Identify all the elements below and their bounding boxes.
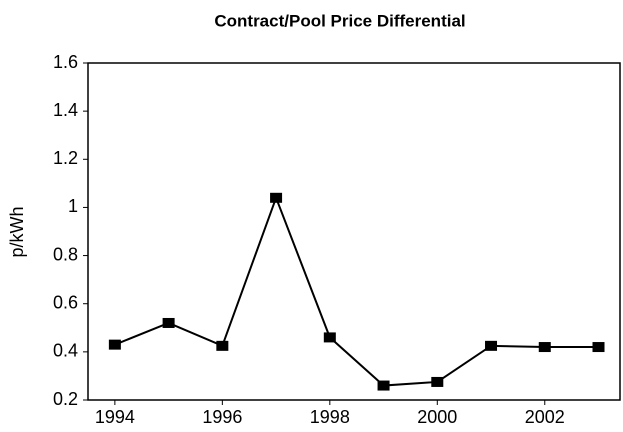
data-point — [592, 342, 605, 353]
y-tick-label: 0.2 — [53, 389, 78, 409]
data-point — [162, 317, 175, 328]
data-point — [538, 342, 551, 353]
y-axis-label: p/kWh — [7, 206, 27, 257]
plot-frame — [87, 62, 621, 401]
data-point — [108, 339, 121, 350]
data-point — [377, 380, 390, 391]
y-tick-label: 0.8 — [53, 244, 78, 264]
x-tick-label: 1996 — [202, 407, 242, 427]
x-tick-label: 2000 — [417, 407, 457, 427]
y-tick-label: 1.2 — [53, 148, 78, 168]
data-point — [216, 340, 229, 351]
y-tick-label: 1.6 — [53, 52, 78, 72]
x-tick-label: 2002 — [525, 407, 565, 427]
y-tick-label: 1 — [68, 196, 78, 216]
x-tick-label: 1994 — [95, 407, 135, 427]
y-tick-label: 0.6 — [53, 292, 78, 312]
x-tick-label: 1998 — [310, 407, 350, 427]
y-tick-label: 1.4 — [53, 100, 78, 120]
data-point — [270, 192, 283, 203]
data-point — [323, 332, 336, 343]
chart-title: Contract/Pool Price Differential — [214, 11, 465, 30]
y-tick-label: 0.4 — [53, 341, 78, 361]
series-line — [114, 194, 599, 387]
data-point — [485, 340, 498, 351]
data-point — [431, 376, 444, 387]
